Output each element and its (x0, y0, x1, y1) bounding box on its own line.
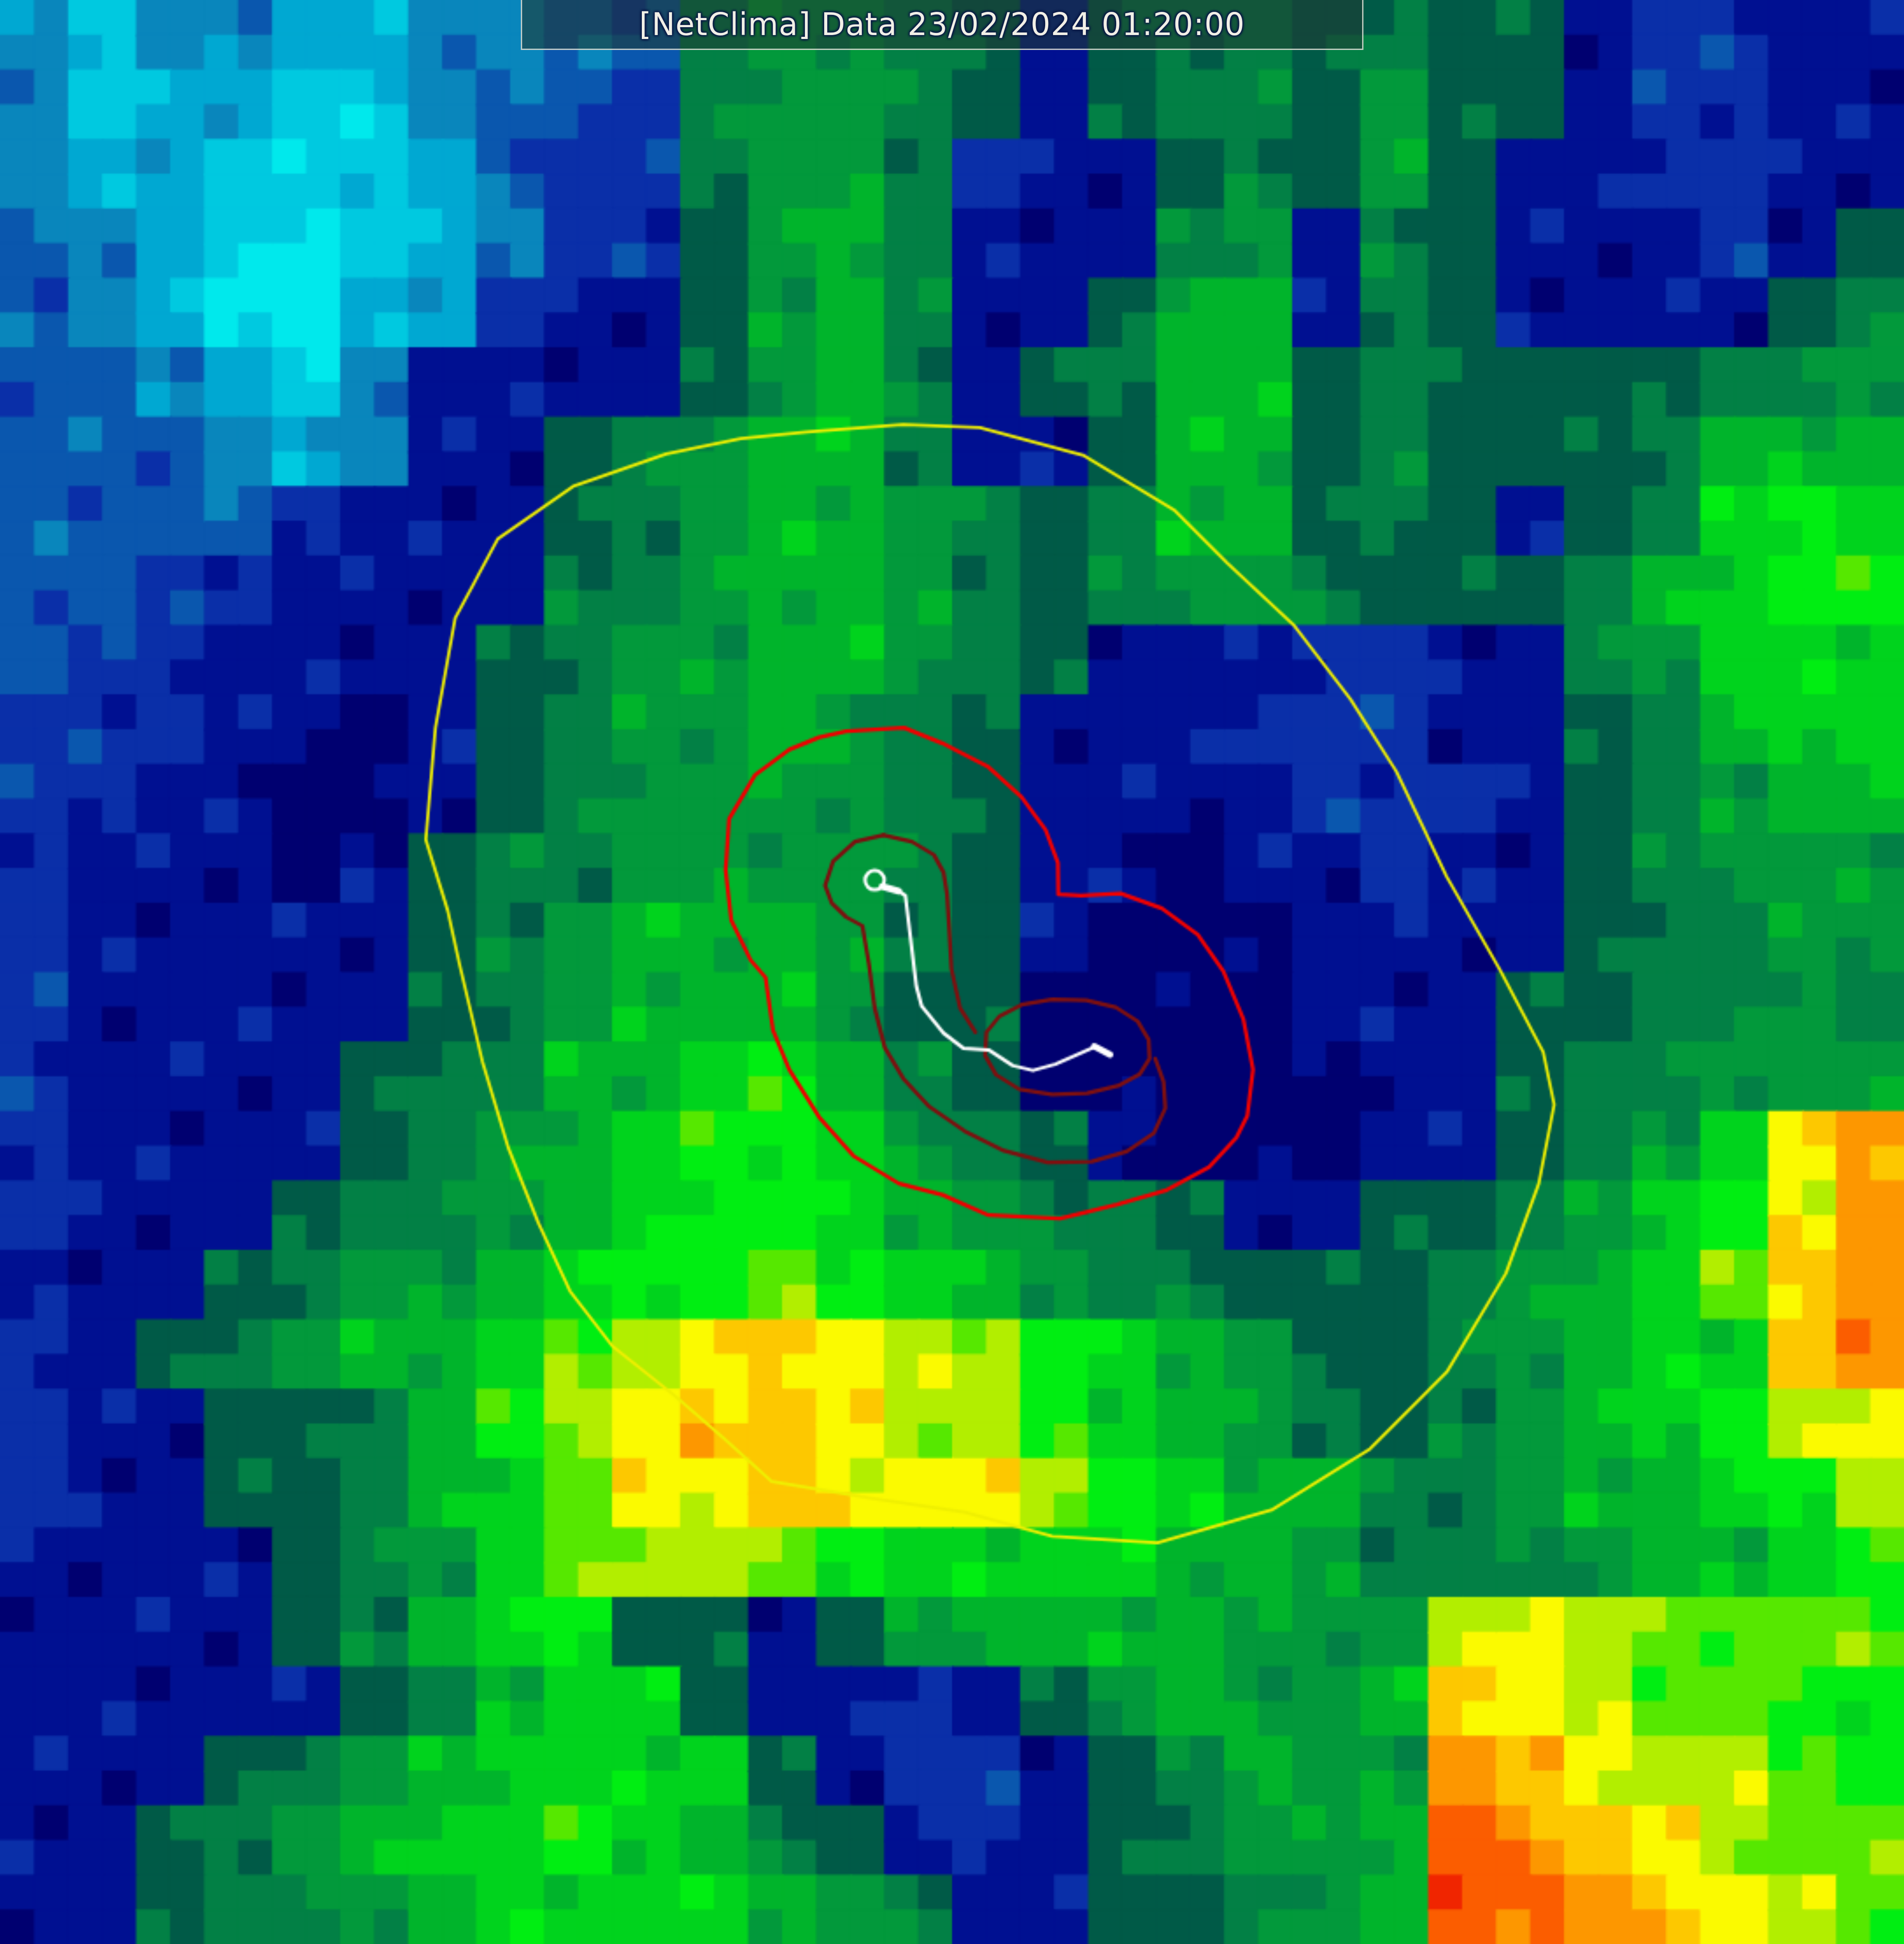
title-bar: [NetClima] Data 23/02/2024 01:20:00 (520, 0, 1363, 50)
title-text: [NetClima] Data 23/02/2024 01:20:00 (639, 6, 1245, 43)
